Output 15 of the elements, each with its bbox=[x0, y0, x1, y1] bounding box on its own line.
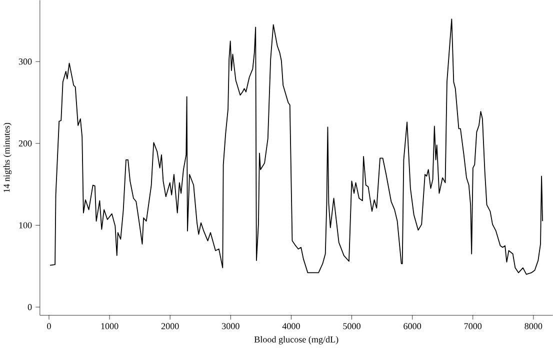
x-tick-label: 7000 bbox=[464, 323, 482, 330]
x-tick-label: 5000 bbox=[343, 323, 360, 330]
y-tick-label: 100 bbox=[19, 222, 32, 228]
x-tick-label: 1000 bbox=[101, 323, 118, 330]
y-tick-label: 200 bbox=[18, 140, 32, 147]
y-tick-label: 0 bbox=[28, 304, 32, 310]
x-tick-label: 2000 bbox=[161, 323, 179, 330]
x-tick-label: 8000 bbox=[524, 323, 542, 330]
x-tick-label: 6000 bbox=[404, 323, 422, 330]
x-tick-label: 0 bbox=[47, 323, 51, 330]
x-axis-title: Blood glucose (mg/dL) bbox=[254, 336, 338, 344]
x-tick-label: 4000 bbox=[282, 323, 300, 330]
x-tick-label: 3000 bbox=[222, 323, 240, 330]
y-tick-label: 300 bbox=[18, 58, 32, 65]
y-axis-title: 14 nigths (minutes) bbox=[3, 123, 12, 192]
